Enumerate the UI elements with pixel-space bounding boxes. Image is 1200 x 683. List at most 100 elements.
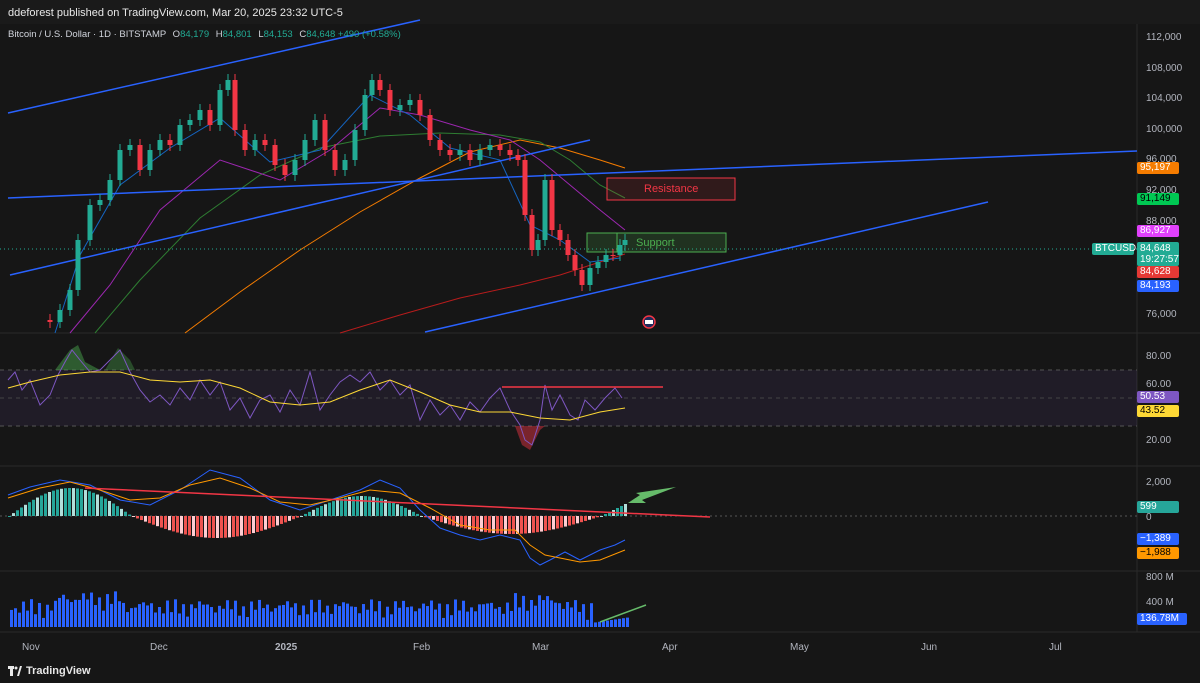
volume-bar bbox=[546, 596, 549, 627]
macd-histogram-bar bbox=[308, 511, 311, 516]
macd-histogram-bar bbox=[464, 516, 467, 529]
volume-bar bbox=[282, 604, 285, 627]
macd-histogram-bar bbox=[460, 516, 463, 528]
volume-bar bbox=[358, 613, 361, 627]
volume-bar bbox=[274, 608, 277, 627]
volume-bar bbox=[298, 615, 301, 627]
macd-histogram-bar bbox=[532, 516, 535, 533]
close-label: C bbox=[299, 29, 307, 40]
ma-50-line bbox=[94, 132, 626, 334]
macd-histogram-bar bbox=[328, 502, 331, 516]
volume-bar bbox=[38, 602, 41, 627]
macd-histogram-bar bbox=[476, 516, 479, 531]
volume-bar bbox=[22, 601, 25, 627]
volume-bar bbox=[586, 619, 589, 627]
change-value: +490 (+0.58%) bbox=[337, 29, 401, 40]
volume-bar bbox=[262, 608, 265, 627]
macd-histogram-bar bbox=[528, 516, 531, 534]
candle-body bbox=[87, 205, 93, 240]
macd-histogram-bar bbox=[92, 492, 95, 516]
candle-body bbox=[617, 245, 623, 255]
macd-histogram-bar bbox=[72, 488, 75, 516]
volume-bar bbox=[242, 606, 245, 627]
volume-bar bbox=[474, 611, 477, 627]
volume-bar bbox=[510, 610, 513, 627]
low-label: L bbox=[258, 29, 264, 40]
lower-support-trendline bbox=[424, 201, 989, 333]
volume-bar bbox=[398, 607, 401, 627]
rsi-axis-tick: 80.00 bbox=[1146, 351, 1171, 362]
volume-bar bbox=[30, 599, 33, 627]
macd-histogram-bar bbox=[448, 516, 451, 525]
green-arrow-icon bbox=[628, 487, 676, 503]
volume-bar bbox=[518, 607, 521, 627]
resistance-label: Resistance bbox=[644, 183, 699, 195]
candle-body bbox=[610, 255, 616, 256]
chart-legend: Bitcoin / U.S. Dollar · 1D · BITSTAMP O8… bbox=[8, 29, 401, 40]
resistance-zone bbox=[606, 177, 736, 201]
macd-histogram-bar bbox=[428, 516, 431, 519]
close-value: 84,648 bbox=[306, 29, 336, 40]
volume-bar bbox=[290, 607, 293, 627]
volume-bar bbox=[74, 599, 77, 627]
candle-body bbox=[603, 255, 609, 262]
macd-histogram-bar bbox=[404, 507, 407, 516]
macd-histogram-bar bbox=[208, 516, 211, 538]
macd-signal-line bbox=[7, 477, 626, 563]
macd-histogram-bar bbox=[136, 516, 139, 519]
publisher-bar: ddeforest published on TradingView.com, … bbox=[0, 0, 1200, 24]
candle-body bbox=[225, 80, 231, 90]
volume-bar bbox=[62, 594, 65, 627]
volume-bar bbox=[542, 600, 545, 627]
footer-bar: TradingView bbox=[0, 660, 1200, 683]
candle-body bbox=[535, 240, 541, 250]
volume-bar bbox=[126, 612, 129, 627]
macd-histogram-bar bbox=[304, 513, 307, 516]
volume-bar bbox=[450, 615, 453, 627]
rsi-axis-tick: 60.00 bbox=[1146, 379, 1171, 390]
volume-bar bbox=[78, 599, 81, 627]
volume-bar bbox=[98, 597, 101, 627]
candle-body bbox=[595, 262, 601, 268]
macd-histogram-bar bbox=[44, 493, 47, 516]
volume-bar bbox=[490, 602, 493, 627]
macd-histogram-bar bbox=[220, 516, 223, 538]
volume-bar bbox=[606, 620, 609, 627]
candle-body bbox=[587, 268, 593, 285]
volume-bar bbox=[526, 610, 529, 627]
open-value: 84,179 bbox=[180, 29, 210, 40]
macd-histogram-bar bbox=[260, 516, 263, 531]
volume-bar bbox=[418, 608, 421, 627]
macd-histogram-bar bbox=[20, 507, 23, 516]
volume-bar bbox=[370, 599, 373, 627]
macd-histogram-bar bbox=[164, 516, 167, 529]
macd-histogram-bar bbox=[608, 512, 611, 516]
volume-bar bbox=[426, 606, 429, 627]
rsi-overbought-fill bbox=[105, 348, 135, 370]
candle-body bbox=[322, 120, 328, 150]
volume-bar bbox=[342, 602, 345, 627]
macd-histogram-bar bbox=[480, 516, 483, 532]
volume-bar bbox=[570, 607, 573, 627]
volume-bar bbox=[174, 599, 177, 627]
macd-histogram-bar bbox=[492, 516, 495, 534]
volume-bar bbox=[122, 602, 125, 627]
time-axis-label: May bbox=[790, 642, 809, 653]
candle-body bbox=[137, 145, 143, 170]
macd-histogram-bar bbox=[620, 506, 623, 516]
candle-body bbox=[407, 100, 413, 105]
volume-bar bbox=[250, 601, 253, 627]
candle-body bbox=[197, 110, 203, 120]
macd-histogram-bar bbox=[572, 516, 575, 525]
volume-bar bbox=[410, 606, 413, 627]
macd-histogram-bar bbox=[124, 511, 127, 516]
volume-axis-tick: 800 M bbox=[1146, 572, 1174, 583]
high-value: 84,801 bbox=[222, 29, 252, 40]
candle-body bbox=[207, 110, 213, 125]
macd-histogram-bar bbox=[272, 516, 275, 527]
macd-histogram-bar bbox=[248, 516, 251, 535]
volume-bar bbox=[330, 613, 333, 627]
volume-bar bbox=[614, 619, 617, 627]
macd-histogram-bar bbox=[204, 516, 207, 538]
